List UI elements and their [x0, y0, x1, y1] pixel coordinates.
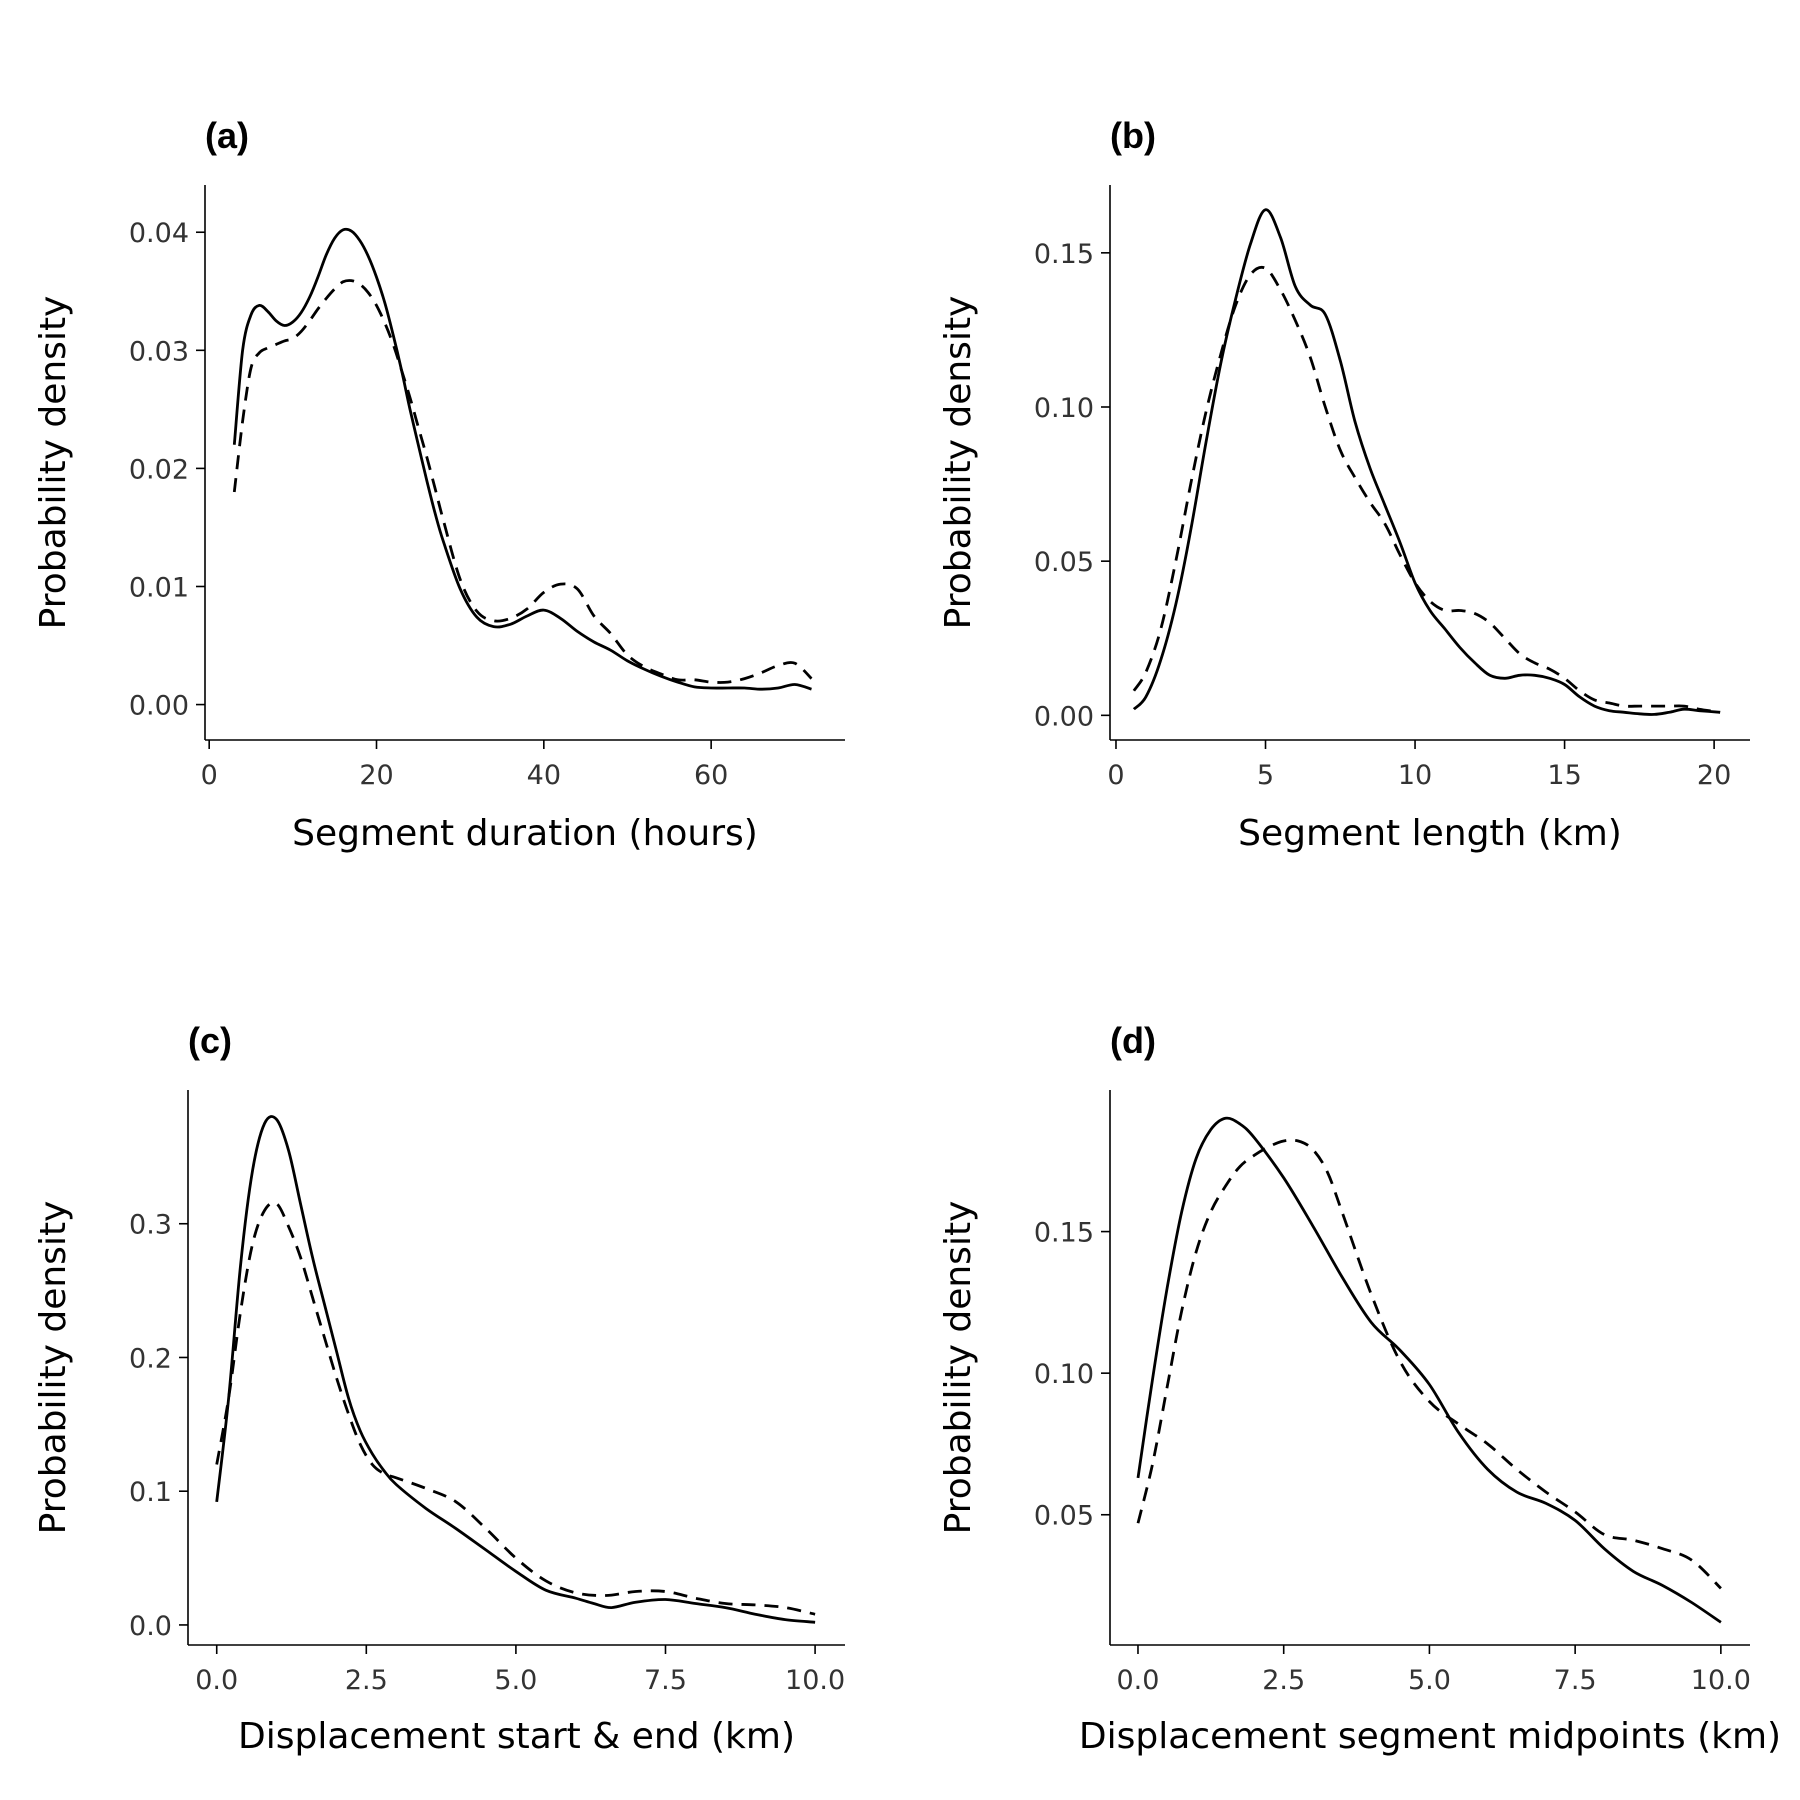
x-tick-label: 7.5 [644, 1665, 687, 1696]
density-line-solid [1132, 208, 1721, 716]
x-axis-title: Segment duration (hours) [292, 813, 758, 854]
y-tick-label: 0.00 [1034, 701, 1094, 732]
y-tick-label: 0.10 [1034, 1359, 1094, 1390]
y-tick-label: 0.00 [129, 691, 189, 722]
y-tick-label: 0.0 [129, 1611, 172, 1642]
y-tick-label: 0.03 [129, 336, 189, 367]
x-tick-label: 5.0 [494, 1665, 537, 1696]
x-axis-title: Displacement segment midpoints (km) [1079, 1716, 1781, 1757]
density-line-solid [215, 1115, 816, 1624]
panel-b: (b) 0 5 10 15 20 0.00 0.05 0.10 0.15 Segment lengt… [938, 115, 1750, 854]
panel-label-d: (d) [1110, 1020, 1156, 1061]
density-line-dashed [232, 279, 813, 684]
panel-label-a: (a) [205, 115, 249, 156]
y-axis-title: Probability density [33, 1201, 74, 1535]
x-axis-title: Displacement start & end (km) [238, 1716, 795, 1757]
y-axis-title: Probability density [938, 1201, 979, 1535]
y-axis-title: Probability density [33, 296, 74, 630]
x-tick-label: 15 [1547, 760, 1581, 791]
x-tick-label: 5.0 [1408, 1665, 1451, 1696]
density-line-solid [1136, 1116, 1722, 1624]
panel-a: (a) 0 20 40 60 0.00 0.01 0.02 0.03 0.04 Segment du… [33, 115, 845, 854]
x-tick-label: 10.0 [1691, 1665, 1751, 1696]
x-tick-label: 7.5 [1554, 1665, 1597, 1696]
y-axis-title: Probability density [938, 296, 979, 630]
density-line-solid [232, 227, 812, 691]
density-line-dashed [1132, 265, 1721, 714]
density-line-dashed [1136, 1138, 1722, 1590]
y-tick-label: 0.01 [129, 572, 189, 603]
x-tick-label: 0.0 [195, 1665, 238, 1696]
x-tick-label: 0.0 [1117, 1665, 1160, 1696]
x-tick-label: 0 [1107, 760, 1124, 791]
x-tick-label: 2.5 [345, 1665, 388, 1696]
y-tick-label: 0.04 [129, 218, 189, 249]
y-tick-label: 0.3 [129, 1210, 172, 1241]
y-tick-label: 0.05 [1034, 1501, 1094, 1532]
y-tick-label: 0.05 [1034, 547, 1094, 578]
x-tick-label: 10.0 [785, 1665, 845, 1696]
y-tick-label: 0.15 [1034, 1218, 1094, 1249]
panel-label-c: (c) [188, 1020, 232, 1061]
x-tick-label: 20 [359, 760, 393, 791]
y-tick-label: 0.10 [1034, 393, 1094, 424]
y-tick-label: 0.02 [129, 454, 189, 485]
panel-d: (d) 0.0 2.5 5.0 7.5 10.0 0.05 0.10 0.15 Displacem… [938, 1020, 1781, 1757]
x-tick-label: 2.5 [1262, 1665, 1305, 1696]
x-axis-title: Segment length (km) [1238, 813, 1622, 854]
x-tick-label: 20 [1697, 760, 1731, 791]
y-tick-label: 0.2 [129, 1343, 172, 1374]
y-tick-label: 0.15 [1034, 239, 1094, 270]
x-tick-label: 5 [1257, 760, 1274, 791]
x-tick-label: 40 [527, 760, 561, 791]
density-line-dashed [215, 1201, 816, 1616]
y-tick-label: 0.1 [129, 1477, 172, 1508]
x-tick-label: 60 [694, 760, 728, 791]
x-tick-label: 10 [1398, 760, 1432, 791]
x-tick-label: 0 [201, 760, 218, 791]
panel-label-b: (b) [1110, 115, 1156, 156]
panel-c: (c) 0.0 2.5 5.0 7.5 10.0 0.0 0.1 0.2 0.3 Displacem… [33, 1020, 845, 1757]
